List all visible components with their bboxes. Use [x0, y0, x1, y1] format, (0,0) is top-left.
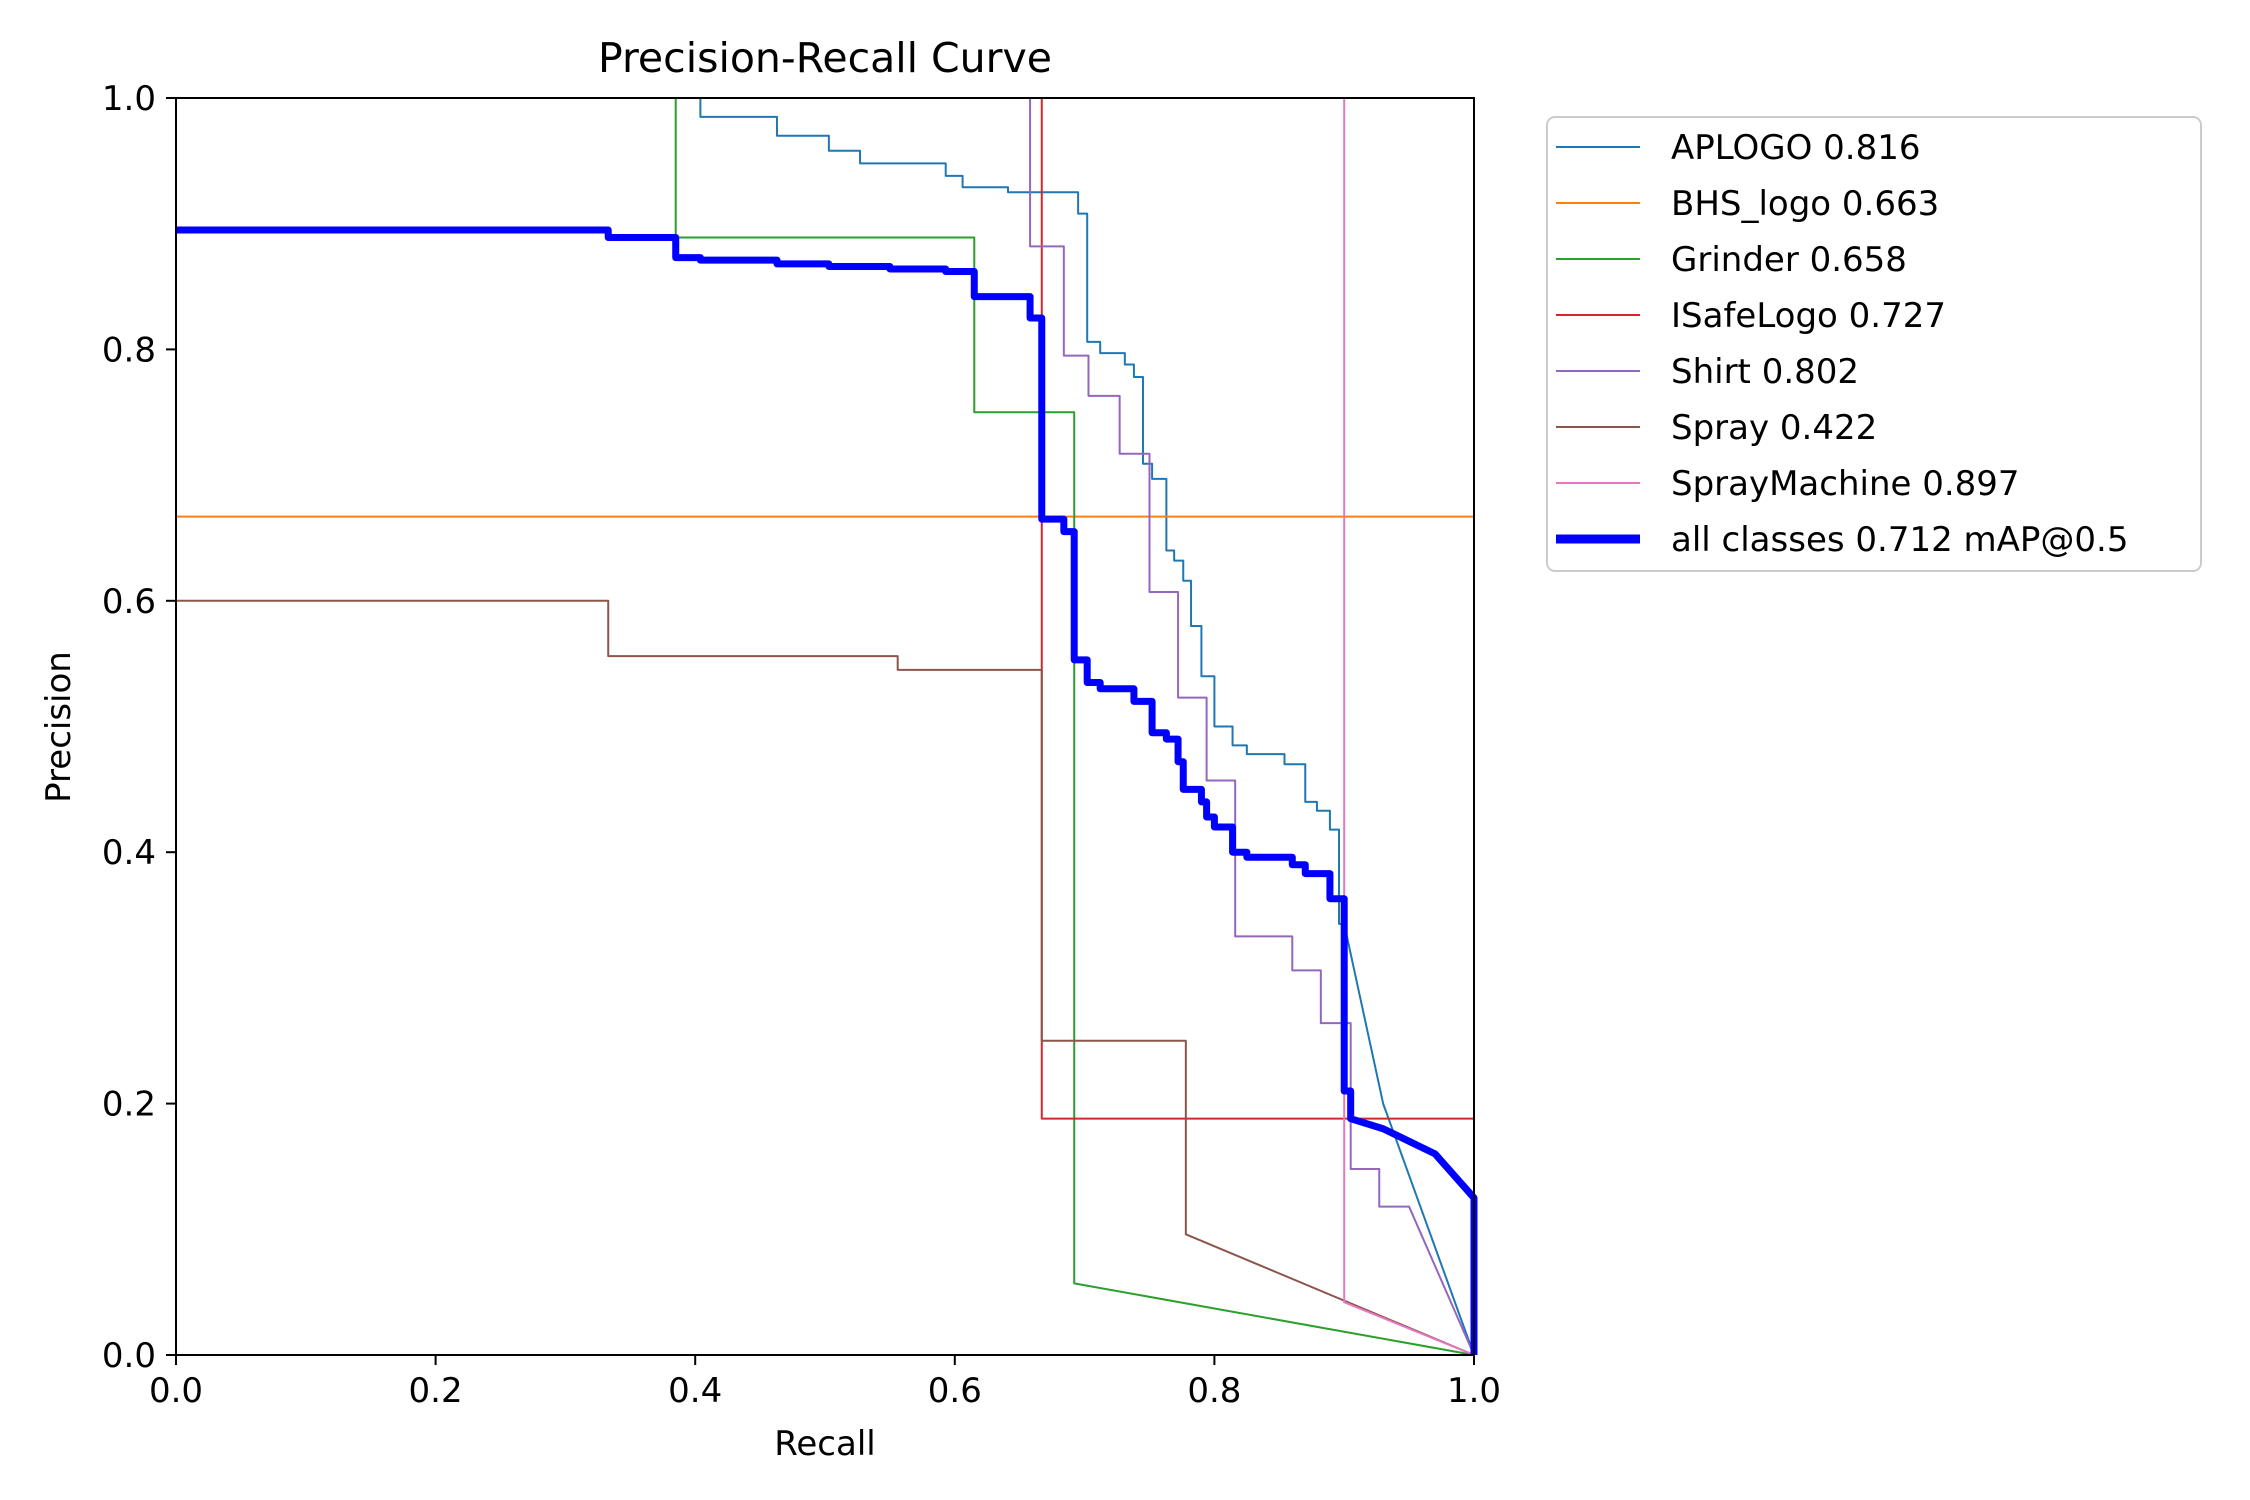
y-axis-ticks: 0.0 0.2 0.4 0.6 0.8 1.0 — [102, 79, 176, 1376]
series-line-all-all — [176, 226, 1478, 1355]
x-tick-label: 0.8 — [1187, 1371, 1241, 1411]
y-axis-label: Precision — [39, 651, 79, 803]
series-line-shirt — [1029, 98, 1475, 1356]
chart-title: Precision-Recall Curve — [598, 34, 1052, 82]
legend-label: SprayMachine 0.897 — [1671, 464, 2020, 504]
x-axis-label: Recall — [774, 1424, 875, 1464]
legend: APLOGO 0.816 BHS_logo 0.663 Grinder 0.658 I… — [1546, 116, 2202, 572]
y-tick-label: 1.0 — [102, 79, 156, 119]
series-line-aplogo — [699, 98, 1475, 1356]
legend-label: ISafeLogo 0.727 — [1671, 296, 1946, 336]
y-tick-label: 0.6 — [102, 582, 156, 622]
x-tick-label: 1.0 — [1447, 1371, 1501, 1411]
x-tick-label: 0.0 — [149, 1371, 203, 1411]
series-line-spray — [176, 599, 1475, 1356]
legend-label: Grinder 0.658 — [1671, 240, 1907, 280]
y-tick-label: 0.0 — [102, 1336, 156, 1376]
legend-label: all classes 0.712 mAP@0.5 — [1671, 520, 2128, 560]
x-tick-label: 0.2 — [409, 1371, 463, 1411]
series-line-spraymachine — [1343, 98, 1475, 1356]
legend-box — [1546, 116, 2202, 572]
legend-label: Spray 0.422 — [1671, 408, 1877, 448]
y-tick-label: 0.4 — [102, 833, 156, 873]
plot-frame — [175, 97, 1475, 1356]
y-tick-label: 0.8 — [102, 330, 156, 370]
x-tick-label: 0.6 — [928, 1371, 982, 1411]
x-tick-label: 0.4 — [668, 1371, 722, 1411]
legend-label: Shirt 0.802 — [1671, 352, 1859, 392]
legend-label: BHS_logo 0.663 — [1671, 184, 1939, 224]
x-axis-ticks: 0.0 0.2 0.4 0.6 0.8 1.0 — [149, 1355, 1501, 1411]
y-tick-label: 0.2 — [102, 1085, 156, 1125]
legend-label: APLOGO 0.816 — [1671, 128, 1921, 168]
